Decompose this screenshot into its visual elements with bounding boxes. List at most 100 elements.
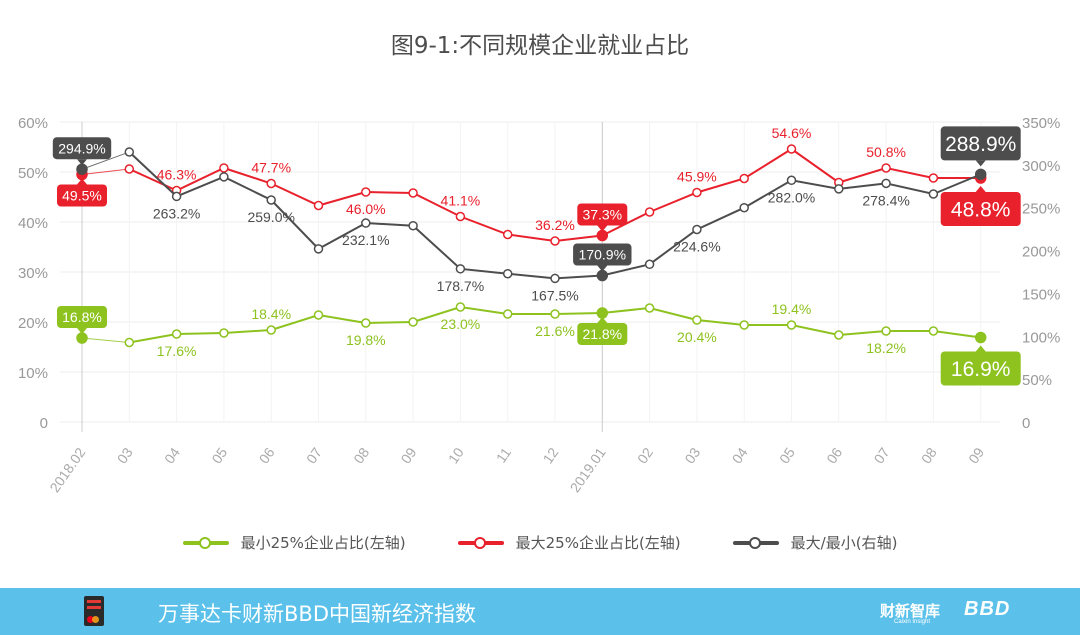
data-label: 19.8% (346, 332, 386, 348)
x-axis-tick: 09 (965, 444, 987, 466)
data-point (928, 326, 939, 336)
data-label: 232.1% (342, 232, 389, 248)
footer-bar: 万事达卡财新BBD中国新经济指数 财新智库 Caixin Insight BBD (0, 588, 1080, 635)
data-point (219, 172, 229, 182)
data-label: 167.5% (531, 287, 578, 303)
data-label: 21.8% (582, 326, 622, 342)
legend-swatch-dark (732, 536, 779, 549)
left-axis-tick: 40% (18, 215, 48, 232)
data-point (834, 330, 844, 340)
data-point (881, 326, 891, 336)
caixin-insight-logo: 财新智库 (880, 602, 941, 620)
data-label: 48.8% (951, 199, 1011, 222)
data-point (408, 317, 418, 327)
data-point (502, 229, 513, 240)
x-axis-tick: 03 (681, 444, 703, 466)
line-chart: 0 10% 20% 30% 40% 50% 60% 0 50% 100% 150% 200% 250% 3… (18, 115, 1060, 495)
legend-item-max25[interactable]: 最大25%企业占比(左轴) (457, 532, 681, 553)
data-point (786, 144, 797, 154)
data-label: 47.7% (251, 160, 291, 176)
data-point (361, 187, 371, 197)
mastercard-logo-icon (84, 596, 104, 626)
label-pointer (975, 345, 986, 352)
label-box (573, 243, 632, 266)
data-point (124, 147, 135, 157)
label-box (577, 323, 628, 345)
label-pointer (77, 178, 87, 185)
x-axis-tick: 07 (303, 444, 325, 466)
data-point (408, 220, 418, 231)
data-point (266, 325, 276, 335)
left-axis-tick: 60% (18, 115, 48, 132)
label-box (57, 306, 107, 328)
data-point (313, 310, 324, 320)
data-point (692, 315, 702, 325)
left-axis-tick: 50% (18, 165, 48, 182)
data-label: 45.9% (677, 169, 717, 185)
legend: 最小25%企业占比(左轴) 最大25%企业占比(左轴) 最大/最小(右轴) (0, 532, 1080, 553)
data-point (408, 188, 418, 198)
x-axis-tick: 06 (256, 444, 278, 466)
data-point (550, 273, 560, 284)
data-label: 170.9% (579, 247, 626, 263)
data-point (266, 195, 276, 205)
x-axis-tick: 04 (161, 444, 183, 466)
legend-item-min25[interactable]: 最小25%企业占比(左轴) (182, 532, 406, 553)
x-axis-tick: 07 (871, 444, 893, 466)
x-axis-tick: 02 (634, 444, 656, 466)
data-label: 54.6% (772, 125, 812, 141)
data-point (550, 309, 560, 319)
data-point (596, 307, 609, 319)
data-point (76, 163, 88, 175)
x-axis-tick: 09 (398, 444, 420, 466)
data-point (171, 329, 182, 339)
x-axis-tick: 05 (208, 444, 230, 466)
label-pointer (77, 159, 87, 166)
label-pointer (597, 317, 608, 323)
x-axis-tick: 08 (350, 444, 372, 466)
data-point (124, 337, 135, 348)
data-label: 16.9% (951, 358, 1011, 381)
legend-swatch-green (182, 536, 229, 549)
data-label: 23.0% (441, 316, 481, 332)
data-point (739, 202, 749, 213)
data-point (266, 178, 276, 189)
data-label: 18.2% (866, 340, 906, 356)
data-point (928, 173, 939, 183)
data-point (786, 175, 797, 186)
label-box (52, 137, 112, 160)
data-point (692, 224, 702, 235)
right-axis-tick: 350% (1022, 115, 1060, 132)
x-axis-tick: 08 (918, 444, 940, 466)
data-label: 41.1% (441, 193, 481, 209)
data-label: 278.4% (862, 192, 909, 208)
x-axis-tick: 11 (493, 444, 515, 465)
data-point (313, 200, 324, 211)
label-pointer (597, 265, 608, 272)
data-point (455, 264, 466, 274)
data-point (596, 269, 609, 282)
series-line-start (81, 337, 130, 343)
left-axis-tick: 30% (18, 265, 48, 282)
right-axis-tick: 0 (1022, 415, 1030, 432)
data-point (219, 328, 229, 338)
label-pointer (975, 186, 986, 192)
label-box (577, 203, 628, 226)
x-axis-tick: 03 (114, 444, 136, 466)
data-label: 20.4% (677, 329, 717, 345)
right-axis-tick: 50% (1022, 372, 1052, 389)
label-pointer (975, 160, 986, 167)
data-point (502, 309, 513, 319)
data-label: 224.6% (673, 238, 720, 254)
data-point (739, 173, 749, 184)
data-point (502, 268, 513, 279)
legend-item-ratio[interactable]: 最大/最小(右轴) (732, 532, 897, 553)
data-point (644, 303, 655, 313)
data-point (739, 320, 749, 330)
label-pointer (77, 328, 87, 334)
data-point (455, 211, 466, 222)
data-point (974, 168, 987, 181)
data-point (361, 218, 371, 228)
x-axis-tick: 12 (539, 444, 561, 466)
data-point (76, 332, 88, 344)
